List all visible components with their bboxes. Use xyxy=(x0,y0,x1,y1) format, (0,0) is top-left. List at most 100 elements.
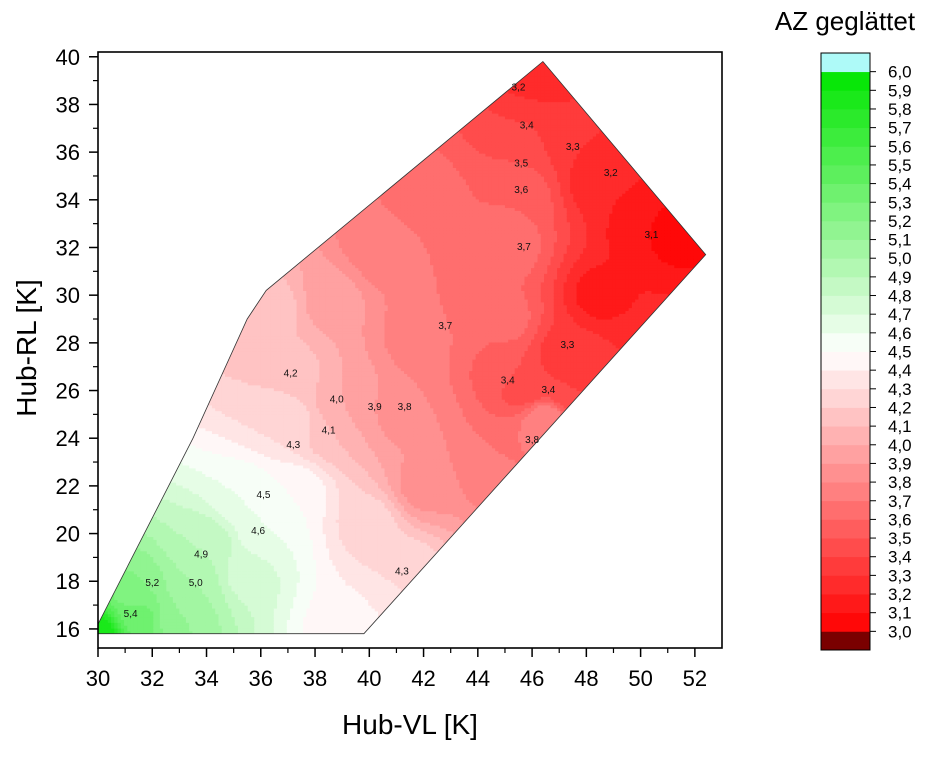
field-cell xyxy=(124,599,128,603)
field-cell xyxy=(111,607,115,612)
field-cell xyxy=(143,616,148,620)
field-cell xyxy=(153,619,158,623)
field-cell xyxy=(124,596,128,600)
field-cell xyxy=(124,605,128,609)
field-cell xyxy=(150,547,154,552)
field-cell xyxy=(146,622,151,626)
field-cell xyxy=(146,550,151,555)
field-cell xyxy=(137,570,141,575)
field-cell xyxy=(153,607,158,612)
field-cell xyxy=(117,605,122,609)
field-cell xyxy=(127,616,132,620)
field-cell xyxy=(140,547,145,552)
field-cell xyxy=(143,539,148,543)
field-cell xyxy=(146,585,151,589)
field-cell xyxy=(101,616,106,620)
field-cell xyxy=(143,579,148,583)
field-cell xyxy=(133,587,138,592)
field-cell xyxy=(146,596,151,600)
field-cell xyxy=(111,616,115,620)
field-cell xyxy=(150,570,154,575)
field-cell xyxy=(107,619,112,623)
field-cell xyxy=(146,524,151,529)
field-cell xyxy=(143,613,148,618)
field-cell xyxy=(124,579,128,583)
field-cell xyxy=(104,619,109,623)
field-cell xyxy=(140,596,145,600)
field-cell xyxy=(146,619,151,623)
field-cell xyxy=(101,619,106,623)
field-cell xyxy=(130,630,135,634)
field-cell xyxy=(124,625,128,629)
field-cell xyxy=(146,602,151,606)
field-cell xyxy=(114,630,119,634)
field-cell xyxy=(114,599,119,603)
field-cell xyxy=(114,616,119,620)
field-cell xyxy=(101,630,106,634)
field-cell xyxy=(120,596,125,600)
field-cell xyxy=(127,579,132,583)
field-cell xyxy=(130,570,135,575)
field-cell xyxy=(114,625,119,629)
field-cell xyxy=(127,605,132,609)
field-cell xyxy=(146,565,151,569)
field-cell xyxy=(140,542,145,546)
field-cell xyxy=(153,585,158,589)
field-cell xyxy=(124,616,128,620)
field-cell xyxy=(140,567,145,572)
field-cell xyxy=(107,607,112,612)
field-cell xyxy=(111,596,115,600)
field-cell xyxy=(120,630,125,634)
field-cell xyxy=(133,625,138,629)
field-cell xyxy=(140,616,145,620)
field-cell xyxy=(127,613,132,618)
field-cell xyxy=(146,599,151,603)
field-cell xyxy=(133,576,138,580)
field-cell xyxy=(120,582,125,586)
field-cell xyxy=(120,625,125,629)
field-cell xyxy=(133,619,138,623)
field-cell xyxy=(120,587,125,592)
field-cell xyxy=(137,559,141,563)
field-cell xyxy=(133,590,138,595)
field-cell xyxy=(137,622,141,626)
field-cell xyxy=(133,602,138,606)
field-cell xyxy=(130,559,135,563)
field-cell xyxy=(98,627,102,632)
field-cell xyxy=(150,596,154,600)
field-cell xyxy=(153,627,158,632)
field-cell xyxy=(117,593,122,598)
field-cell xyxy=(146,593,151,598)
field-cell xyxy=(140,607,145,612)
field-cell xyxy=(153,590,158,595)
field-cell xyxy=(153,602,158,606)
field-cell xyxy=(140,613,145,618)
field-cell xyxy=(104,607,109,612)
field-cell xyxy=(98,625,102,629)
field-cell xyxy=(143,545,148,549)
field-cell xyxy=(146,527,151,532)
field-cell xyxy=(143,627,148,632)
field-cell xyxy=(140,582,145,586)
field-cell xyxy=(130,565,135,569)
field-cell xyxy=(133,553,138,558)
field-cell xyxy=(124,610,128,615)
field-cell xyxy=(137,625,141,629)
field-cell xyxy=(153,565,158,569)
field-cell xyxy=(137,607,141,612)
field-cell xyxy=(143,625,148,629)
field-cell xyxy=(146,570,151,575)
field-cell xyxy=(133,570,138,575)
field-cell xyxy=(107,622,112,626)
field-cell xyxy=(140,550,145,555)
field-cell xyxy=(137,605,141,609)
field-cell xyxy=(117,613,122,618)
field-cell xyxy=(120,607,125,612)
field-cell xyxy=(124,607,128,612)
field-cell xyxy=(143,585,148,589)
field-cell xyxy=(120,610,125,615)
field-cell xyxy=(143,607,148,612)
field-cell xyxy=(133,556,138,560)
field-cell xyxy=(137,616,141,620)
field-cell xyxy=(150,607,154,612)
